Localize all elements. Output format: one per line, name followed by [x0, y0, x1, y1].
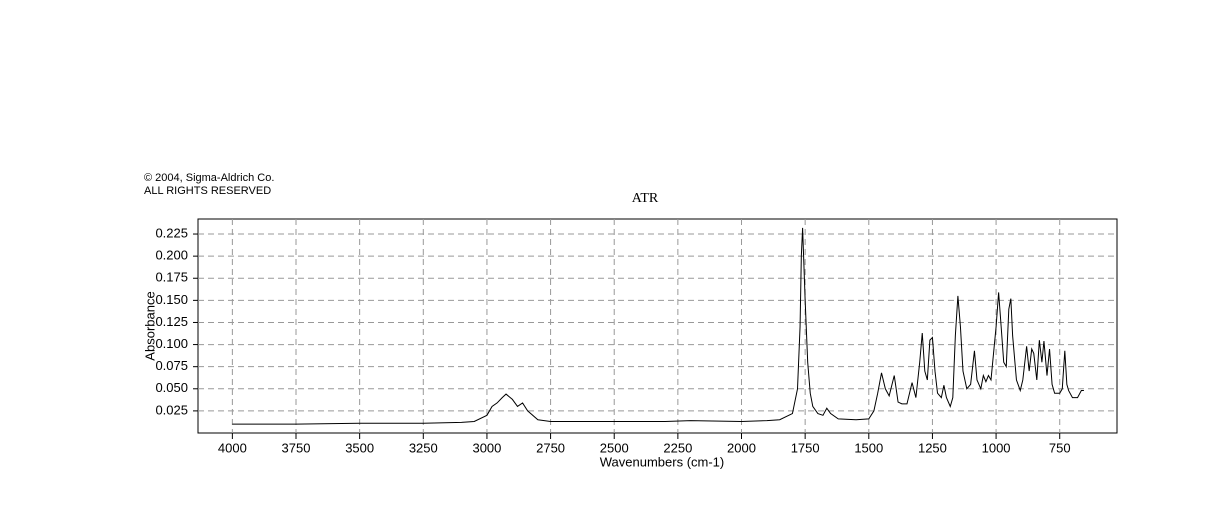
x-tick-label: 1250	[918, 440, 947, 455]
y-axis-label: Absorbance	[142, 291, 157, 360]
rights: ALL RIGHTS RESERVED	[144, 185, 271, 197]
x-tick-label: 750	[1049, 440, 1071, 455]
y-tick-label: 0.100	[155, 336, 188, 351]
y-tick-label: 0.025	[155, 402, 188, 417]
y-tick-label: 0.200	[155, 248, 188, 263]
x-tick-label: 2000	[727, 440, 756, 455]
x-tick-label: 2750	[536, 440, 565, 455]
copyright: © 2004, Sigma-Aldrich Co.	[144, 172, 274, 184]
x-tick-label: 3500	[345, 440, 374, 455]
y-tick-label: 0.050	[155, 380, 188, 395]
x-tick-label: 2500	[600, 440, 629, 455]
x-tick-label: 1000	[982, 440, 1011, 455]
x-tick-label: 3750	[282, 440, 311, 455]
y-tick-label: 0.075	[155, 358, 188, 373]
x-tick-label: 3000	[472, 440, 501, 455]
x-tick-label: 4000	[218, 440, 247, 455]
y-tick-label: 0.125	[155, 314, 188, 329]
x-tick-label: 1500	[854, 440, 883, 455]
y-tick-label: 0.225	[155, 225, 188, 240]
x-tick-label: 3250	[409, 440, 438, 455]
spectrum-line	[232, 227, 1084, 425]
y-tick-label: 0.150	[155, 292, 188, 307]
chart-title: ATR	[632, 191, 659, 206]
y-tick-label: 0.175	[155, 270, 188, 285]
x-tick-label: 1750	[791, 440, 820, 455]
plot-frame	[197, 218, 1118, 434]
x-tick-label: 2250	[663, 440, 692, 455]
x-axis-label: Wavenumbers (cm-1)	[600, 454, 724, 469]
